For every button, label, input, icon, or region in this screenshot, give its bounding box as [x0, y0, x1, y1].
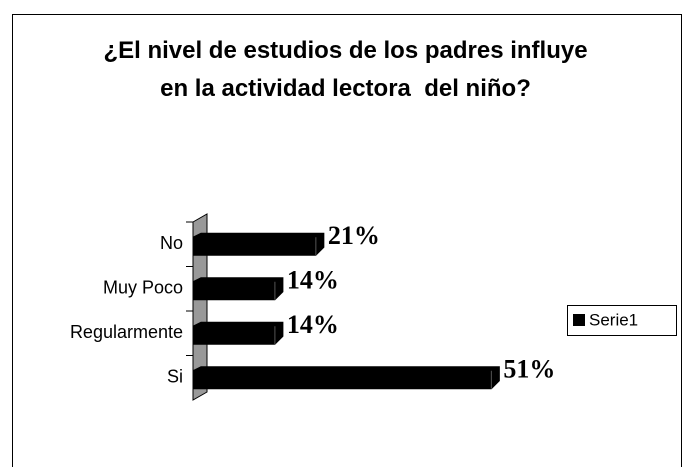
legend-label: Serie1: [589, 310, 638, 329]
value-label: 51%: [503, 355, 555, 384]
y-tick-label: No: [160, 233, 183, 253]
legend-swatch: [573, 314, 585, 326]
bar: [192, 366, 500, 390]
chart-border: [12, 14, 682, 467]
bar: [192, 321, 284, 345]
y-tick-label: Muy Poco: [103, 278, 183, 298]
value-label: 14%: [287, 310, 339, 339]
y-tick-label: Regularmente: [70, 322, 183, 342]
bar: [192, 232, 325, 256]
value-label: 14%: [287, 266, 339, 295]
chart-title: ¿El nivel de estudios de los padres infl…: [103, 37, 595, 102]
bar: [192, 277, 284, 301]
legend-box: [567, 305, 677, 336]
y-tick-label: Si: [167, 367, 183, 387]
value-label: 21%: [328, 221, 380, 250]
